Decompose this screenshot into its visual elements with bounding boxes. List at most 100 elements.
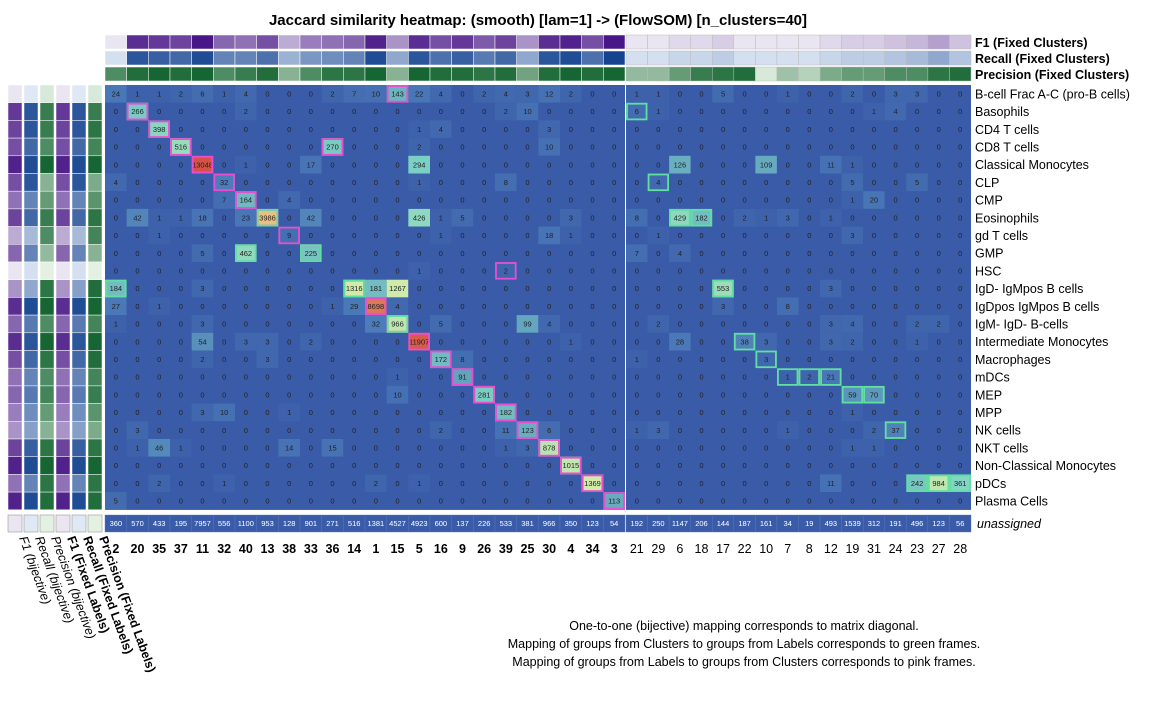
- top-annotation-cell: [538, 50, 561, 66]
- left-block-cell-value: 0: [330, 461, 334, 470]
- right-block-cell: [841, 120, 864, 139]
- right-block-cell: [733, 138, 756, 156]
- right-block-cell-value: 0: [893, 497, 897, 506]
- right-block-cell-value: 0: [764, 143, 768, 152]
- left-block-cell: [170, 297, 192, 316]
- right-block-cell: [798, 368, 821, 386]
- right-block-cell-value: 0: [893, 266, 897, 275]
- left-block-cell-value: 3: [265, 337, 269, 346]
- left-annotation-cell: [7, 456, 23, 475]
- left-annotation-cell: [39, 208, 55, 227]
- right-unassigned-value: 19: [805, 519, 813, 528]
- right-block-cell-value: 0: [786, 461, 790, 470]
- left-block-cell-value: 0: [244, 408, 248, 417]
- left-block-cell-value: 0: [114, 249, 118, 258]
- top-annotation-cell: [841, 34, 864, 50]
- left-block-cell: [126, 456, 149, 475]
- right-block-cell-value: 0: [721, 178, 725, 187]
- left-block-cell-value: 0: [590, 408, 594, 417]
- top-annotation-cell: [494, 50, 517, 66]
- left-block-cell: [538, 403, 560, 422]
- right-block-cell-value: 0: [872, 213, 876, 222]
- left-block-cell: [191, 332, 214, 351]
- left-block-cell: [213, 315, 235, 333]
- left-block-cell: [560, 315, 582, 333]
- left-block-cell-value: 0: [374, 249, 378, 258]
- right-block-cell: [647, 191, 670, 209]
- left-block-cell-value: 0: [482, 408, 486, 417]
- right-block-cell: [733, 421, 756, 439]
- right-block-cell-value: 0: [829, 426, 833, 435]
- left-annotation-cell: [7, 279, 23, 298]
- right-block-cell-value: 0: [721, 355, 725, 364]
- left-block-cell-value: 0: [157, 337, 161, 346]
- left-block-cell: [451, 297, 474, 316]
- left-block-cell: [473, 226, 495, 245]
- left-block-cell-value: 1: [417, 479, 421, 488]
- left-block-cell: [278, 492, 300, 510]
- left-block-cell: [126, 492, 149, 510]
- left-block-cell-value: 2: [309, 337, 313, 346]
- left-block-cell: [191, 173, 214, 192]
- right-block-cell-value: 0: [678, 143, 682, 152]
- right-block-cell: [669, 262, 691, 280]
- right-block-cell-value: 3: [829, 284, 833, 293]
- right-block-cell: [820, 173, 842, 192]
- right-block-cell: [776, 297, 799, 316]
- left-annotation-cell: [23, 173, 39, 192]
- left-block-cell-value: 0: [439, 479, 443, 488]
- left-block-cell-value: 0: [179, 302, 183, 311]
- top-annotation-cell: [451, 50, 474, 66]
- top-annotation-cell: [234, 50, 257, 66]
- right-block-cell-value: 0: [807, 320, 811, 329]
- right-block-cell: [690, 262, 713, 280]
- left-block-cell-value: 184: [110, 284, 123, 293]
- top-annotation-cell: [690, 50, 713, 66]
- top-annotation-cell: [776, 66, 799, 82]
- top-annotation-cell: [755, 34, 778, 50]
- top-annotation-cell: [364, 50, 387, 66]
- right-block-cell-value: 0: [635, 497, 639, 506]
- left-block-cell-value: 0: [612, 479, 616, 488]
- left-block-cell-value: 0: [439, 196, 443, 205]
- left-block-cell: [560, 474, 582, 493]
- right-block-cell-value: 0: [915, 107, 919, 116]
- right-block-cell-value: 0: [786, 284, 790, 293]
- left-block-cell-value: 0: [179, 125, 183, 134]
- right-block-cell-value: 2: [872, 426, 876, 435]
- left-annotation-cell: [39, 84, 55, 103]
- pink-frame: [321, 138, 344, 156]
- left-block-cell: [473, 208, 495, 227]
- right-block-cell-value: 0: [937, 231, 941, 240]
- left-block-cell-value: 0: [287, 320, 291, 329]
- left-block-cell-value: 0: [482, 284, 486, 293]
- left-block-cell-value: 4: [287, 196, 291, 205]
- right-block-cell-value: 0: [937, 355, 941, 364]
- left-block-cell: [321, 208, 344, 227]
- left-block-cell: [300, 403, 322, 422]
- right-block-cell: [949, 368, 971, 386]
- left-block-cell: [408, 492, 430, 510]
- left-block-cell: [126, 85, 149, 103]
- top-annotation-cell: [884, 34, 907, 50]
- right-block-cell-value: 0: [958, 320, 962, 329]
- right-block-cell: [690, 279, 713, 298]
- left-block-cell-value: 4: [395, 302, 399, 311]
- right-block-cell-value: 3: [786, 213, 790, 222]
- right-block-cell-value: 0: [764, 249, 768, 258]
- column-label: 4: [567, 542, 574, 556]
- right-block-cell-value: 0: [656, 143, 660, 152]
- right-unassigned-value: 1539: [844, 519, 861, 528]
- right-block-cell-value: 0: [699, 249, 703, 258]
- left-annotation-cell: [55, 314, 71, 334]
- left-block-cell-value: 0: [179, 231, 183, 240]
- left-annotation-cell: [23, 421, 39, 440]
- left-block-cell-value: 0: [590, 373, 594, 382]
- right-block-cell-value: 0: [721, 479, 725, 488]
- top-annotation-cell: [906, 66, 929, 82]
- right-block-cell-value: 0: [699, 89, 703, 98]
- left-block-cell: [278, 421, 300, 439]
- right-block-cell: [626, 403, 648, 422]
- right-block-cell-value: 0: [699, 231, 703, 240]
- right-block-cell: [863, 155, 885, 174]
